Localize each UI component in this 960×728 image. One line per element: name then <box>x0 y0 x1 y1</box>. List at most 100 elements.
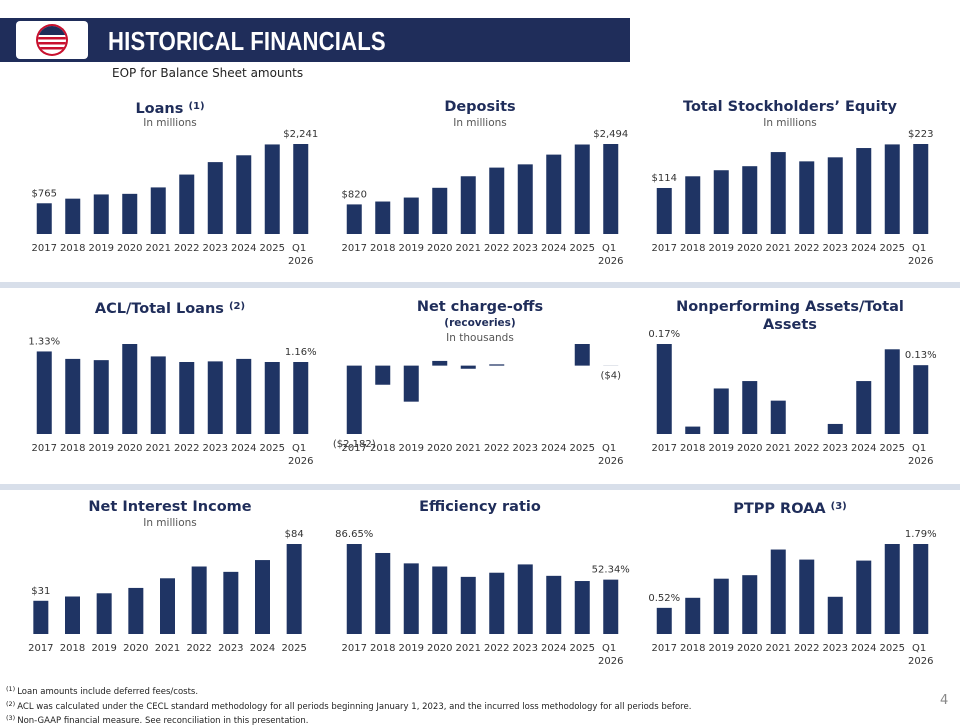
value-label: 1.16% <box>285 347 317 358</box>
bar <box>37 351 52 434</box>
x-tick-label: 2017 <box>342 243 367 254</box>
bar <box>404 366 419 402</box>
bar <box>179 175 194 234</box>
x-tick-label: 2018 <box>370 443 395 454</box>
x-tick-label: 2023 <box>513 643 538 654</box>
x-tick-label: 2024 <box>231 243 256 254</box>
footnote-marker: (1) <box>6 685 15 693</box>
bar <box>347 366 362 434</box>
x-tick-label: 2022 <box>186 643 211 654</box>
x-tick-label: 2020 <box>117 443 142 454</box>
bar <box>714 388 729 434</box>
chart-title-text: Net charge-offs <box>417 299 543 315</box>
bar <box>657 344 672 434</box>
x-tick-label: 2021 <box>766 243 791 254</box>
chart-subtitle: (recoveries) <box>350 316 610 331</box>
bar <box>489 573 504 634</box>
x-tick-label: 2024 <box>231 443 256 454</box>
bar <box>828 157 843 234</box>
bar <box>828 597 843 634</box>
x-tick-label: 2023 <box>513 243 538 254</box>
bar <box>742 381 757 434</box>
chart-subtitle: In millions <box>350 116 610 131</box>
x-tick-label: 2023 <box>823 243 848 254</box>
x-tick-label: 2018 <box>370 243 395 254</box>
bar <box>179 362 194 434</box>
bar <box>742 575 757 634</box>
x-tick-label: 2018 <box>680 243 705 254</box>
value-label: ($4) <box>600 371 621 382</box>
bar <box>518 164 533 234</box>
x-tick-label: 2025 <box>880 443 905 454</box>
value-label: $820 <box>342 189 367 200</box>
x-tick-label: 2018 <box>60 643 85 654</box>
bar <box>347 544 362 634</box>
x-tick-label: 2025 <box>570 643 595 654</box>
bar <box>575 145 590 234</box>
bar <box>375 202 390 234</box>
footnote-ref: (1) <box>188 101 204 112</box>
x-tick-label: 2024 <box>541 243 566 254</box>
bar <box>236 155 251 234</box>
x-tick-label: 2025 <box>570 243 595 254</box>
bar <box>122 194 137 234</box>
bar <box>265 362 280 434</box>
x-tick-label: 2021 <box>456 243 481 254</box>
footnote: (1)Loan amounts include deferred fees/co… <box>6 684 691 699</box>
x-tick-label: 2025 <box>260 243 285 254</box>
bar <box>771 401 786 434</box>
value-label: 86.65% <box>335 529 373 540</box>
bar <box>432 566 447 634</box>
x-tick-label: Q1 2026 <box>598 443 623 467</box>
bar <box>37 203 52 234</box>
x-tick-label: 2019 <box>91 643 116 654</box>
x-tick-label: 2021 <box>766 443 791 454</box>
bar <box>223 572 238 634</box>
bar <box>885 349 900 434</box>
value-label: 52.34% <box>592 565 630 576</box>
x-tick-label: 2024 <box>851 643 876 654</box>
chart-title: Net charge-offs <box>350 298 610 316</box>
bar <box>742 166 757 234</box>
bar <box>657 608 672 634</box>
x-tick-label: 2022 <box>484 643 509 654</box>
bar <box>375 366 390 385</box>
x-tick-label: 2017 <box>32 243 57 254</box>
bar <box>432 188 447 234</box>
bar <box>461 176 476 234</box>
chart-title: PTPP ROAA (3) <box>660 498 920 518</box>
bar <box>461 577 476 634</box>
bar <box>404 198 419 234</box>
bar <box>122 344 137 434</box>
x-tick-label: 2020 <box>117 243 142 254</box>
x-tick-label: 2018 <box>60 243 85 254</box>
x-tick-label: 2020 <box>427 643 452 654</box>
chart-subtitle: In millions <box>40 516 300 531</box>
x-tick-label: 2025 <box>880 243 905 254</box>
bar <box>293 144 308 234</box>
bar <box>293 362 308 434</box>
bar <box>236 359 251 434</box>
x-tick-label: 2019 <box>709 443 734 454</box>
x-tick-label: 2022 <box>174 243 199 254</box>
bar <box>856 381 871 434</box>
bar <box>771 152 786 234</box>
x-tick-label: 2021 <box>456 443 481 454</box>
bar <box>885 144 900 234</box>
x-tick-label: 2024 <box>541 643 566 654</box>
x-tick-label: 2022 <box>484 443 509 454</box>
x-tick-label: Q1 2026 <box>908 243 933 267</box>
bar <box>603 580 618 634</box>
chart-title-text: ACL/Total Loans <box>95 301 224 317</box>
value-label: 1.79% <box>905 529 937 540</box>
chart-title: Loans (1) <box>40 98 300 118</box>
x-tick-label: Q1 2026 <box>908 643 933 667</box>
bar <box>160 578 175 634</box>
x-tick-label: 2023 <box>513 443 538 454</box>
x-tick-label: 2017 <box>652 643 677 654</box>
bar <box>97 593 112 634</box>
chart-title-text: Deposits <box>444 99 515 115</box>
bar <box>375 553 390 634</box>
bar <box>856 148 871 234</box>
chart-title-text: Nonperforming Assets/Total Assets <box>676 299 904 333</box>
